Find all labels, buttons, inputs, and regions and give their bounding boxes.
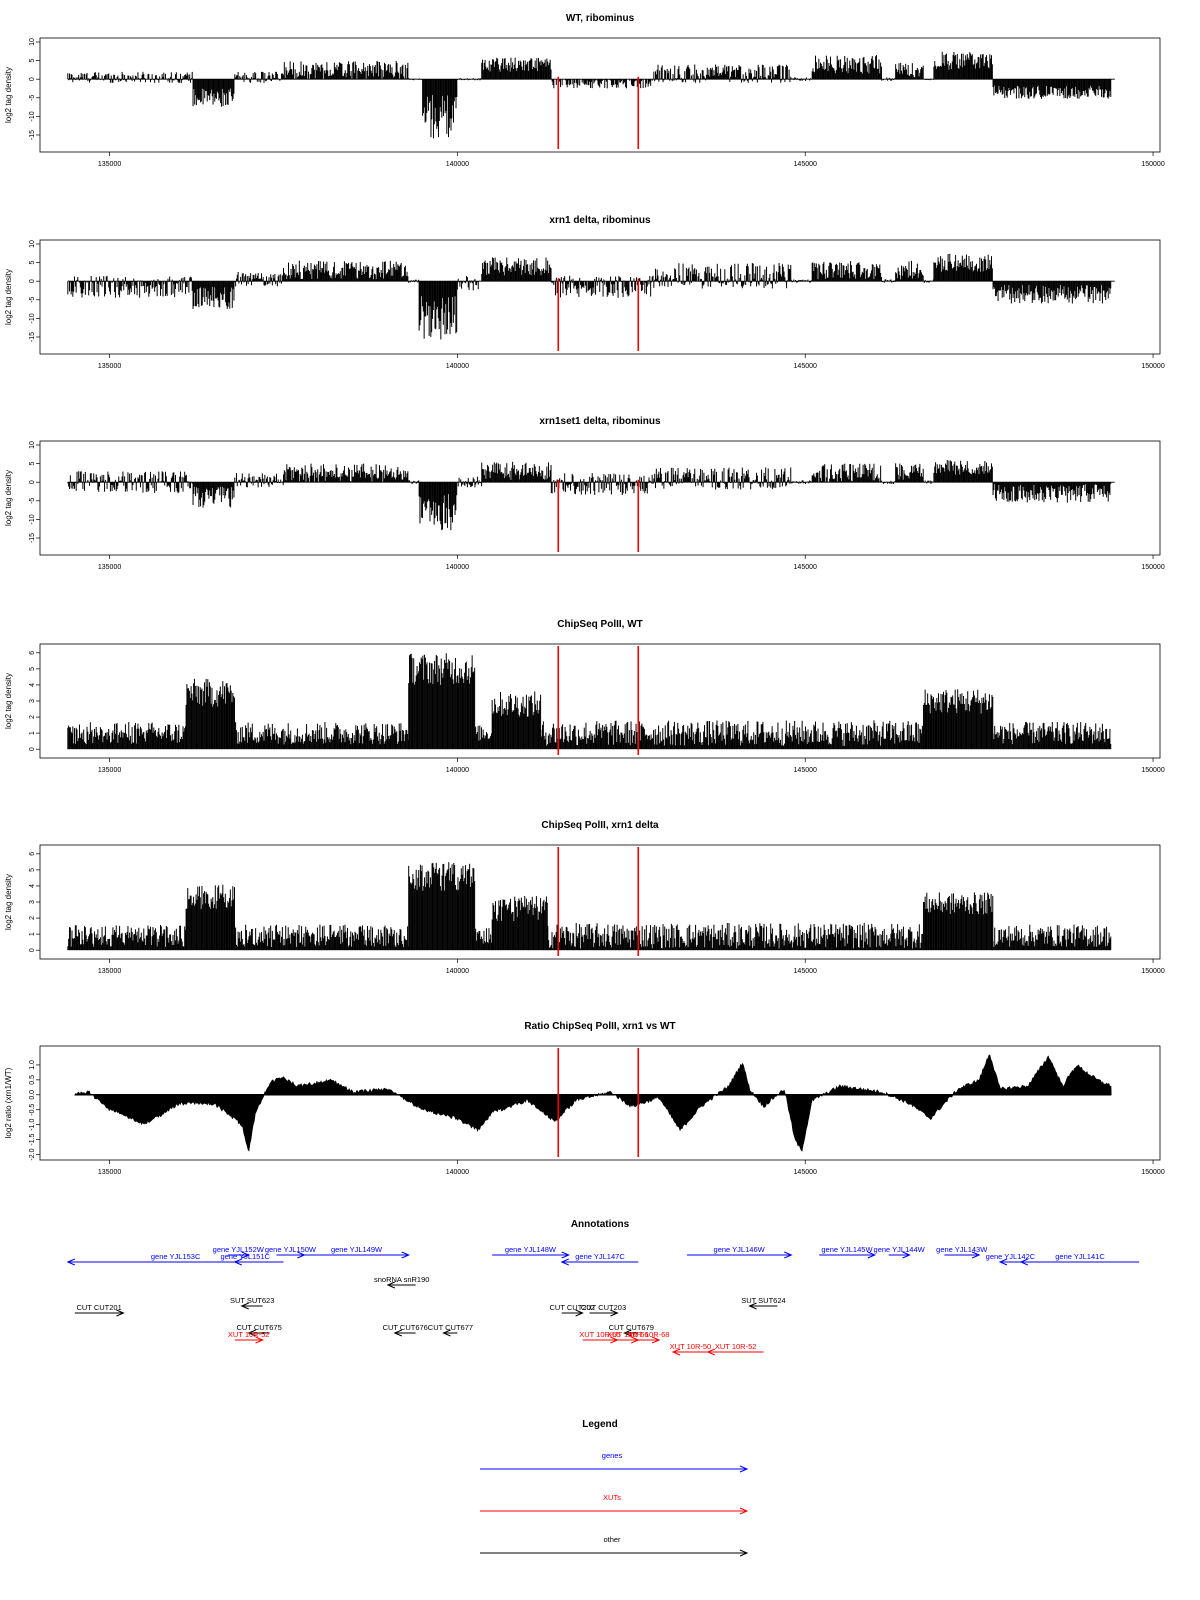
y-axis-label: log2 tag density [4, 269, 13, 325]
y-tick-label: 2 [29, 715, 36, 719]
panel-2: xrn1 delta, ribominus 10 5 0 -5 -10 -15 log2 ta… [4, 215, 1165, 370]
plot-frame [39, 440, 1161, 556]
x-tick-label: 135000 [98, 564, 121, 571]
plot-frame [39, 239, 1161, 355]
x-tick-label: 145000 [794, 161, 817, 168]
x-tick-label: 150000 [1141, 564, 1164, 571]
panel-3: xrn1set1 delta, ribominus 10 5 0 -5 -10 -15 log… [4, 416, 1165, 571]
y-tick-label: 4 [29, 683, 36, 687]
y-tick-label: 5 [29, 462, 36, 466]
x-tick-label: 140000 [446, 161, 469, 168]
signal-track [67, 460, 1112, 531]
panel-4: ChipSeq PolII, WT 6 5 4 3 2 1 0 log2 tag density… [4, 619, 1165, 774]
y-tick-label: -5 [29, 95, 36, 101]
signal-track [67, 653, 1112, 750]
x-tick-label: 135000 [98, 161, 121, 168]
y-tick-label: 0 [29, 279, 36, 283]
panel-title: WT, ribominus [566, 13, 635, 24]
y-tick-label: 0 [29, 480, 36, 484]
y-tick-label: -15 [29, 332, 36, 342]
x-tick-label: 145000 [794, 767, 817, 774]
y-tick-label: 3 [29, 699, 36, 703]
signal-track [67, 253, 1112, 340]
x-tick-label: 145000 [794, 363, 817, 370]
y-tick-label: 5 [29, 667, 36, 671]
signal-track [67, 51, 1112, 139]
x-tick-label: 140000 [446, 363, 469, 370]
x-tick-label: 150000 [1141, 363, 1164, 370]
panel-title: xrn1set1 delta, ribominus [539, 416, 661, 427]
x-tick-label: 135000 [98, 767, 121, 774]
y-tick-label: -10 [29, 313, 36, 323]
panel-1: WT, ribominus 10 5 0 -5 -10 -15 log2 tag densit… [4, 13, 1165, 168]
y-tick-label: 5 [29, 261, 36, 265]
y-tick-label: 10 [29, 38, 36, 46]
y-tick-label: -10 [29, 514, 36, 524]
y-tick-label: 5 [29, 59, 36, 63]
x-tick-label: 135000 [98, 363, 121, 370]
y-tick-label: -10 [29, 111, 36, 121]
y-tick-label: 0 [29, 747, 36, 751]
y-tick-label: -15 [29, 533, 36, 543]
panel-title: xrn1 delta, ribominus [549, 215, 651, 226]
x-tick-label: 150000 [1141, 161, 1164, 168]
y-tick-label: 1 [29, 731, 36, 735]
y-tick-label: 10 [29, 240, 36, 248]
x-tick-label: 140000 [446, 564, 469, 571]
y-axis-label: log2 tag density [4, 673, 13, 729]
y-tick-label: -15 [29, 130, 36, 140]
x-tick-label: 140000 [446, 767, 469, 774]
x-tick-label: 150000 [1141, 767, 1164, 774]
plot-frame [39, 37, 1161, 153]
y-tick-label: 0 [29, 77, 36, 81]
x-tick-label: 145000 [794, 564, 817, 571]
y-tick-label: 6 [29, 651, 36, 655]
y-axis-label: log2 tag density [4, 470, 13, 526]
y-tick-label: 10 [29, 441, 36, 449]
y-tick-label: -5 [29, 297, 36, 303]
panel-title: ChipSeq PolII, WT [557, 619, 643, 630]
y-tick-label: -5 [29, 498, 36, 504]
y-axis-label: log2 tag density [4, 67, 13, 123]
